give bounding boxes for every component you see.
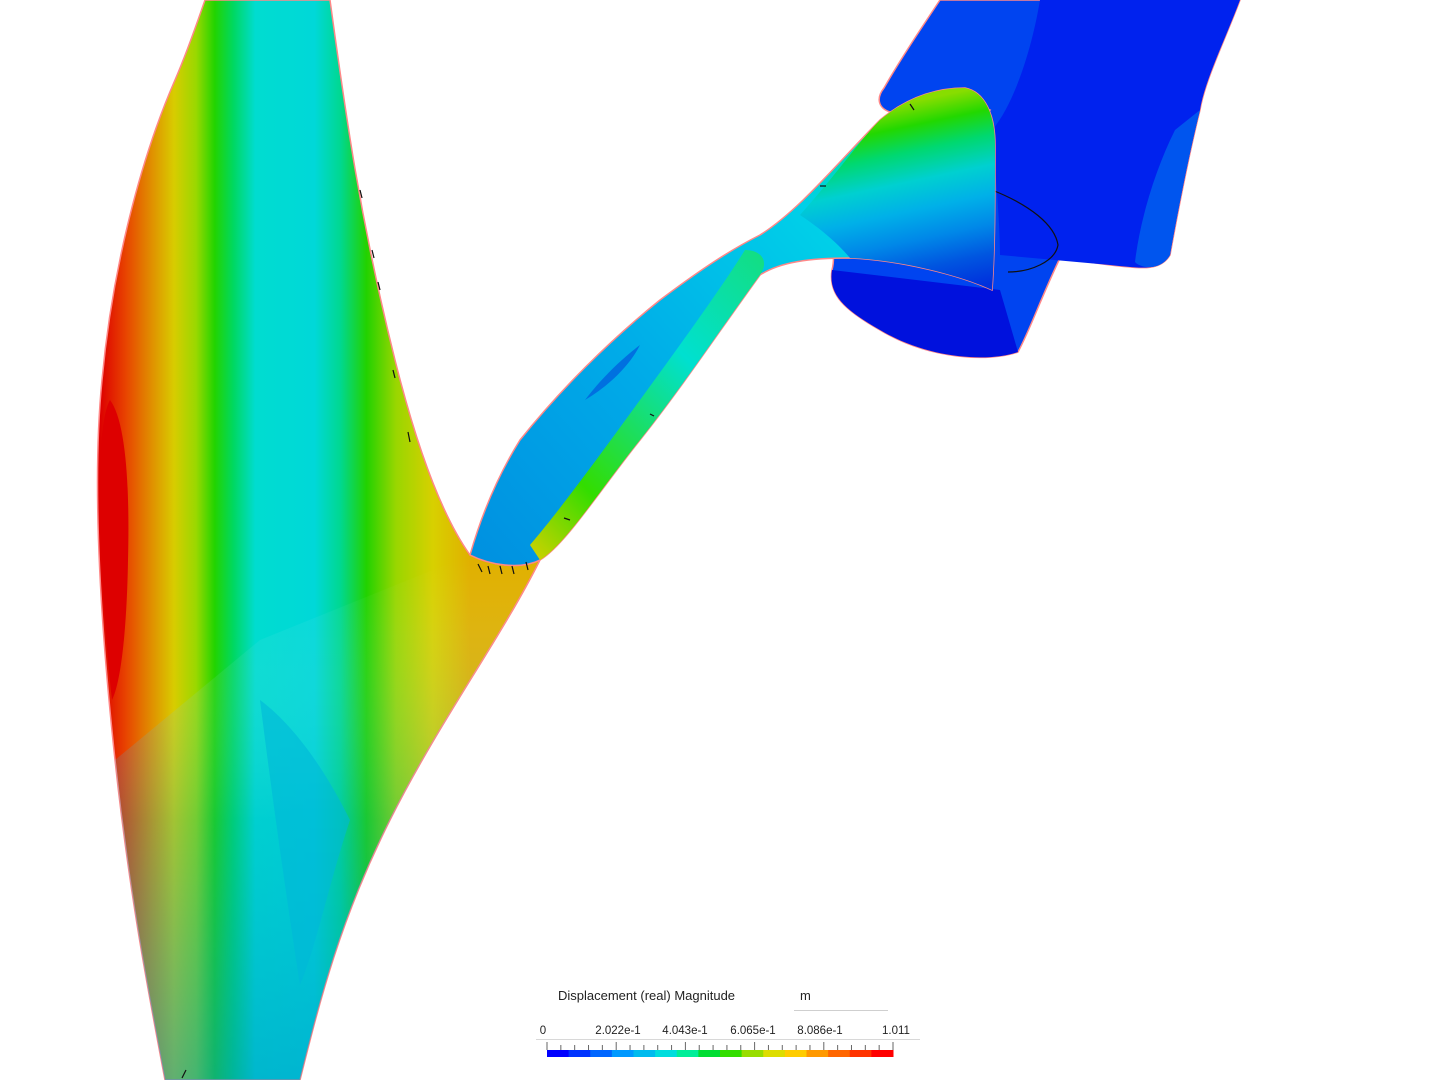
legend-color-band [568, 1050, 591, 1057]
legend-tick-label: 8.086e-1 [797, 1025, 843, 1037]
legend-color-bar [546, 1042, 894, 1057]
legend-color-band [741, 1050, 764, 1057]
legend-color-band [828, 1050, 851, 1057]
legend-color-band [611, 1050, 634, 1057]
color-legend: Displacement (real) Magnitude m 0 2.022e… [530, 982, 930, 1072]
mesh-edge-artifacts [181, 103, 915, 1079]
legend-color-band [849, 1050, 872, 1057]
legend-tick-label: 1.011 [882, 1025, 910, 1037]
legend-color-band [633, 1050, 656, 1057]
legend-color-band [655, 1050, 678, 1057]
legend-color-band [784, 1050, 807, 1057]
legend-tick-label: 2.022e-1 [595, 1025, 641, 1037]
legend-rule [536, 1039, 920, 1040]
legend-color-band [676, 1050, 699, 1057]
legend-tick-label: 6.065e-1 [730, 1025, 776, 1037]
blade-middle [469, 87, 996, 567]
legend-color-band [871, 1050, 894, 1057]
legend-title: Displacement (real) Magnitude [558, 988, 736, 1003]
legend-color-band [720, 1050, 743, 1057]
legend-tick-label: 0 [539, 1025, 547, 1037]
legend-color-band [698, 1050, 721, 1057]
blade-left [96, 0, 542, 1081]
legend-color-band [547, 1050, 570, 1057]
legend-unit: m [800, 988, 811, 1003]
legend-unit-underline [794, 1010, 888, 1011]
legend-tick-label: 4.043e-1 [662, 1025, 708, 1037]
legend-color-band [590, 1050, 613, 1057]
legend-color-band [806, 1050, 829, 1057]
legend-color-band [763, 1050, 786, 1057]
